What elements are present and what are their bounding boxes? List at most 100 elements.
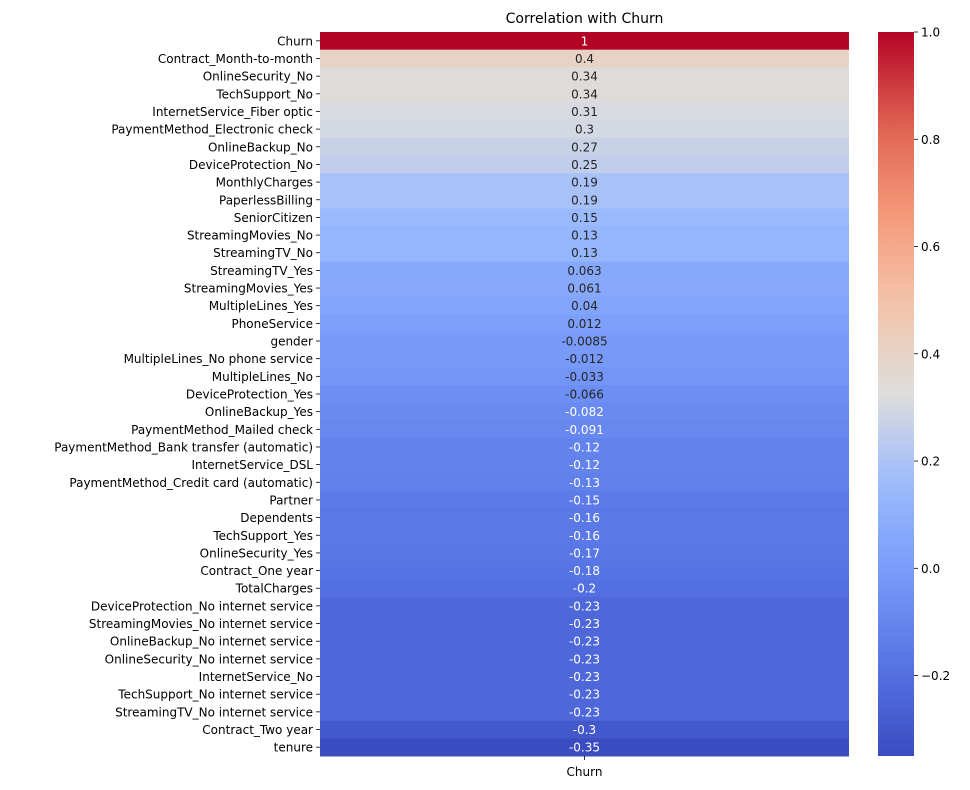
cell-annotation: 0.25 xyxy=(571,158,598,172)
cell-annotation: 0.063 xyxy=(567,264,601,278)
row-label: StreamingMovies_No xyxy=(187,229,313,243)
heatmap-cells: 1 0.4 0.34 0.34 0.31 0.3 0.27 0.25 0.19 0.19 0.15 0… xyxy=(320,32,849,757)
cell-annotation: -0.082 xyxy=(565,405,604,419)
row-label: OnlineBackup_No xyxy=(208,140,313,154)
cell-annotation: -0.13 xyxy=(569,476,600,490)
cell-annotation: -0.17 xyxy=(569,546,600,560)
cell-annotation: -0.16 xyxy=(569,511,600,525)
row-label: tenure xyxy=(274,741,313,755)
cell-annotation: -0.35 xyxy=(569,741,600,755)
row-label: TechSupport_No internet service xyxy=(117,688,313,702)
cell-annotation: -0.033 xyxy=(565,370,604,384)
row-labels: Churn Contract_Month-to-month OnlineSecuri… xyxy=(54,34,320,755)
heatmap-cell xyxy=(320,508,849,527)
heatmap-cell xyxy=(320,561,849,580)
row-label: InternetService_Fiber optic xyxy=(152,105,313,119)
heatmap-cell xyxy=(320,32,849,51)
colorbar-tick-label: 0.4 xyxy=(921,347,940,361)
row-label: TechSupport_Yes xyxy=(212,529,313,543)
row-label: Partner xyxy=(269,493,313,507)
row-label: DeviceProtection_No internet service xyxy=(91,599,313,613)
heatmap-cell xyxy=(320,420,849,439)
cell-annotation: -0.16 xyxy=(569,529,600,543)
cell-annotation: 0.13 xyxy=(571,229,598,243)
heatmap-cell xyxy=(320,279,849,298)
cell-annotation: 1 xyxy=(581,34,589,48)
row-label: gender xyxy=(270,335,313,349)
chart-title: Correlation with Churn xyxy=(506,11,664,27)
heatmap-cell xyxy=(320,137,849,157)
column-labels: Churn xyxy=(567,756,603,779)
row-label: OnlineBackup_Yes xyxy=(205,405,313,419)
heatmap-cell xyxy=(320,296,849,316)
row-label: OnlineSecurity_No internet service xyxy=(105,652,313,666)
heatmap-cell xyxy=(320,190,849,210)
heatmap-cell xyxy=(320,579,849,598)
row-label: StreamingMovies_Yes xyxy=(184,282,313,296)
colorbar: 1.0 0.8 0.6 0.4 0.2 0.0 −0.2 xyxy=(878,26,950,756)
heatmap-cell xyxy=(320,102,849,121)
cell-annotation: -0.012 xyxy=(565,352,604,366)
cell-annotation: 0.04 xyxy=(571,299,598,313)
row-label: OnlineSecurity_Yes xyxy=(200,546,313,560)
row-label: MultipleLines_No xyxy=(212,370,313,384)
cell-annotation: 0.27 xyxy=(571,140,598,154)
row-label: TechSupport_No xyxy=(215,87,313,101)
row-label: StreamingTV_No xyxy=(213,246,313,260)
row-label: OnlineSecurity_No xyxy=(203,70,313,84)
heatmap-cell xyxy=(320,738,849,757)
row-label: MultipleLines_Yes xyxy=(209,299,313,313)
cell-annotation: 0.34 xyxy=(571,70,598,84)
heatmap-cell xyxy=(320,650,849,669)
heatmap-cell xyxy=(320,720,849,739)
row-label: PaymentMethod_Mailed check xyxy=(131,423,313,437)
heatmap-cell xyxy=(320,597,849,616)
column-label: Churn xyxy=(567,765,603,779)
colorbar-tick-label: 0.0 xyxy=(921,562,940,576)
cell-annotation: -0.23 xyxy=(569,617,600,631)
colorbar-tick-label: 0.8 xyxy=(921,133,940,147)
row-label: PaymentMethod_Electronic check xyxy=(111,123,313,137)
cell-annotation: -0.3 xyxy=(573,723,596,737)
heatmap-cell xyxy=(320,632,849,651)
cell-annotation: 0.13 xyxy=(571,246,598,260)
cell-annotation: 0.3 xyxy=(575,123,594,137)
row-label: PaperlessBilling xyxy=(219,193,313,207)
cell-annotation: 0.31 xyxy=(571,105,598,119)
heatmap-cell xyxy=(320,84,849,104)
cell-annotation: -0.23 xyxy=(569,705,600,719)
heatmap-cell xyxy=(320,491,849,510)
row-label: TotalCharges xyxy=(235,582,313,596)
row-label: StreamingTV_Yes xyxy=(210,264,313,278)
cell-annotation: 0.061 xyxy=(567,282,601,296)
heatmap-cell xyxy=(320,667,849,686)
heatmap-cell xyxy=(320,173,849,192)
heatmap-cell xyxy=(320,455,849,474)
heatmap-cell xyxy=(320,226,849,245)
heatmap-cell xyxy=(320,349,849,369)
cell-annotation: 0.19 xyxy=(571,176,598,190)
heatmap-cell xyxy=(320,473,849,492)
cell-annotation: -0.066 xyxy=(565,388,604,402)
cell-annotation: -0.23 xyxy=(569,652,600,666)
row-label: MonthlyCharges xyxy=(216,176,313,190)
heatmap-cell xyxy=(320,208,849,227)
colorbar-tick-label: 0.2 xyxy=(921,455,940,469)
colorbar-tick-label: 0.6 xyxy=(921,240,940,254)
row-label: StreamingMovies_No internet service xyxy=(89,617,313,631)
heatmap-cell xyxy=(320,544,849,563)
row-label: DeviceProtection_No xyxy=(189,158,313,172)
heatmap-cell xyxy=(320,49,849,68)
heatmap-cell xyxy=(320,614,849,633)
heatmap-cell xyxy=(320,367,849,386)
colorbar-tick-label: 1.0 xyxy=(921,26,940,40)
cell-annotation: 0.34 xyxy=(571,87,598,101)
row-label: OnlineBackup_No internet service xyxy=(110,635,313,649)
row-label: Contract_One year xyxy=(200,564,313,578)
heatmap-cell xyxy=(320,402,849,421)
row-label: Churn xyxy=(277,34,313,48)
row-label: Contract_Two year xyxy=(202,723,313,737)
row-label: Dependents xyxy=(240,511,313,525)
row-label: Contract_Month-to-month xyxy=(158,52,313,66)
